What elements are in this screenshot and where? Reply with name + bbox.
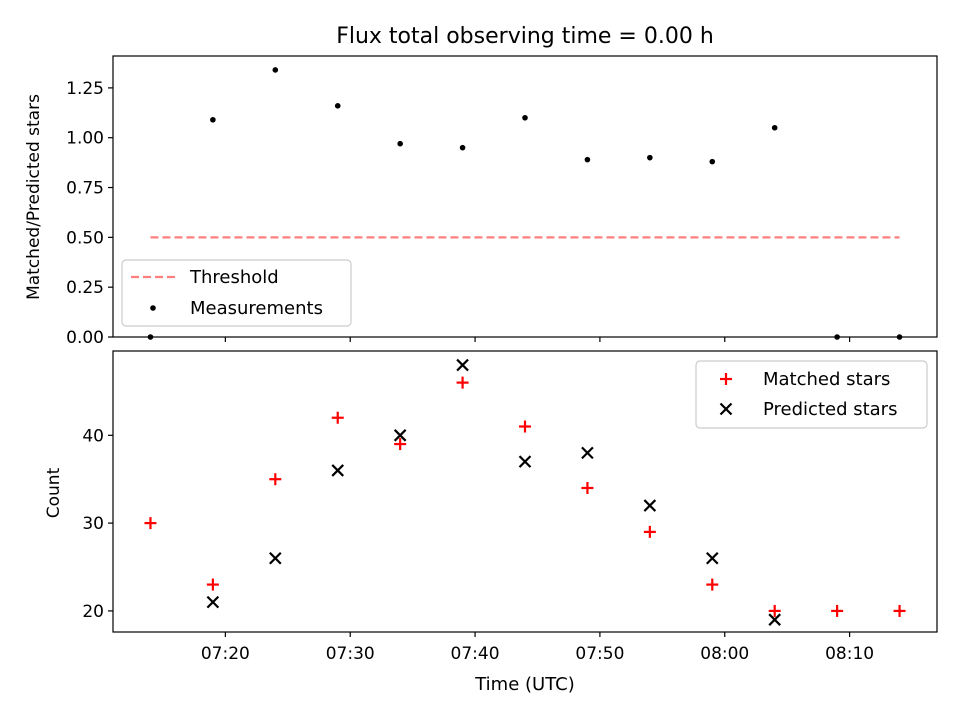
predicted-star-point: [206, 595, 220, 609]
measurement-point: [210, 116, 216, 123]
predicted-star-point: [581, 446, 594, 460]
matched-star-point: [519, 420, 531, 433]
top-y-tick-label: 0.00: [66, 328, 104, 348]
predicted-star-point: [643, 499, 657, 512]
bottom-y-tick-label: 30: [82, 514, 104, 534]
matched-star-point: [581, 481, 594, 494]
measurement-point: [771, 124, 778, 131]
bottom-y-ticks: 20 30 40: [82, 426, 113, 622]
legend-predicted-label: Predicted stars: [763, 399, 897, 420]
matched-star-point: [144, 517, 157, 530]
legend-matched-label: Matched stars: [763, 369, 890, 390]
top-y-tick-label: 0.25: [66, 278, 104, 298]
predicted-star-point: [393, 429, 407, 442]
top-chart-title: Flux total observing time = 0.00 h: [336, 24, 714, 49]
matched-star-point: [456, 376, 469, 389]
measurement-point: [397, 140, 403, 147]
legend-matched-swatch: [720, 373, 732, 385]
x-tick-label: 07:50: [575, 644, 624, 664]
predicted-star-point: [331, 464, 345, 477]
top-plot-area: [147, 67, 903, 340]
bottom-axes-frame: [112, 350, 938, 633]
measurement-point: [459, 144, 466, 151]
matched-star-point: [269, 473, 282, 486]
x-tick-label: 07:40: [451, 644, 500, 664]
top-x-ticks: [224, 337, 851, 342]
matched-star-point: [893, 604, 906, 617]
matched-star-point: [331, 411, 344, 424]
top-y-ticks: 0.00 0.25 0.50 0.75 1.00 1.25: [66, 79, 113, 348]
top-axes-frame: [112, 55, 938, 338]
matched-star-point: [643, 525, 656, 538]
bottom-y-tick-label: 20: [82, 602, 104, 622]
top-y-tick-label: 1.25: [66, 79, 104, 99]
matched-star-point: [394, 438, 407, 451]
top-y-axis-label: Matched/Predicted stars: [24, 94, 44, 300]
bottom-legend: Matched stars Predicted stars: [695, 360, 928, 429]
top-panel: Flux total observing time = 0.00 h Match…: [24, 24, 938, 348]
top-legend: Threshold Measurements: [121, 259, 352, 327]
x-axis-label: Time (UTC): [474, 674, 575, 695]
matched-swatch-marker: [720, 373, 732, 385]
predicted-star-point: [768, 613, 781, 626]
bottom-y-tick-label: 40: [82, 426, 104, 446]
matched-star-point: [706, 578, 719, 591]
matched-star-point: [831, 604, 844, 617]
legend-threshold-label: Threshold: [189, 267, 279, 288]
predicted-swatch-marker: [719, 402, 733, 416]
measurement-point: [709, 158, 716, 165]
measurement-point: [584, 156, 591, 163]
legend-measurements-label: Measurements: [190, 298, 323, 319]
measurement-point: [647, 154, 653, 161]
predicted-star-point: [518, 455, 532, 468]
measurement-point: [522, 114, 528, 121]
top-y-tick-label: 0.50: [66, 228, 104, 248]
x-tick-label: 08:10: [825, 644, 874, 664]
bottom-y-axis-label: Count: [44, 467, 64, 518]
predicted-star-point: [456, 358, 469, 372]
x-tick-label: 08:00: [700, 644, 749, 664]
top-y-tick-label: 1.00: [66, 129, 104, 149]
x-tick-label: 07:20: [201, 644, 250, 664]
bottom-legend-box: [695, 360, 928, 429]
matched-star-point: [206, 578, 219, 591]
x-tick-label: 07:30: [326, 644, 375, 664]
predicted-star-point: [705, 551, 719, 565]
bottom-plot-area: [144, 358, 906, 626]
bottom-x-ticks: 07:20 07:30 07:40 07:50 08:00 08:10: [201, 632, 874, 664]
top-y-tick-label: 0.75: [66, 179, 104, 199]
measurement-point: [334, 103, 341, 109]
legend-measurement-swatch: [150, 305, 156, 311]
measurement-point: [272, 67, 279, 73]
legend-predicted-swatch: [719, 402, 733, 416]
top-legend-box: [121, 259, 352, 327]
predicted-star-point: [269, 551, 282, 565]
matched-star-point: [768, 604, 781, 617]
